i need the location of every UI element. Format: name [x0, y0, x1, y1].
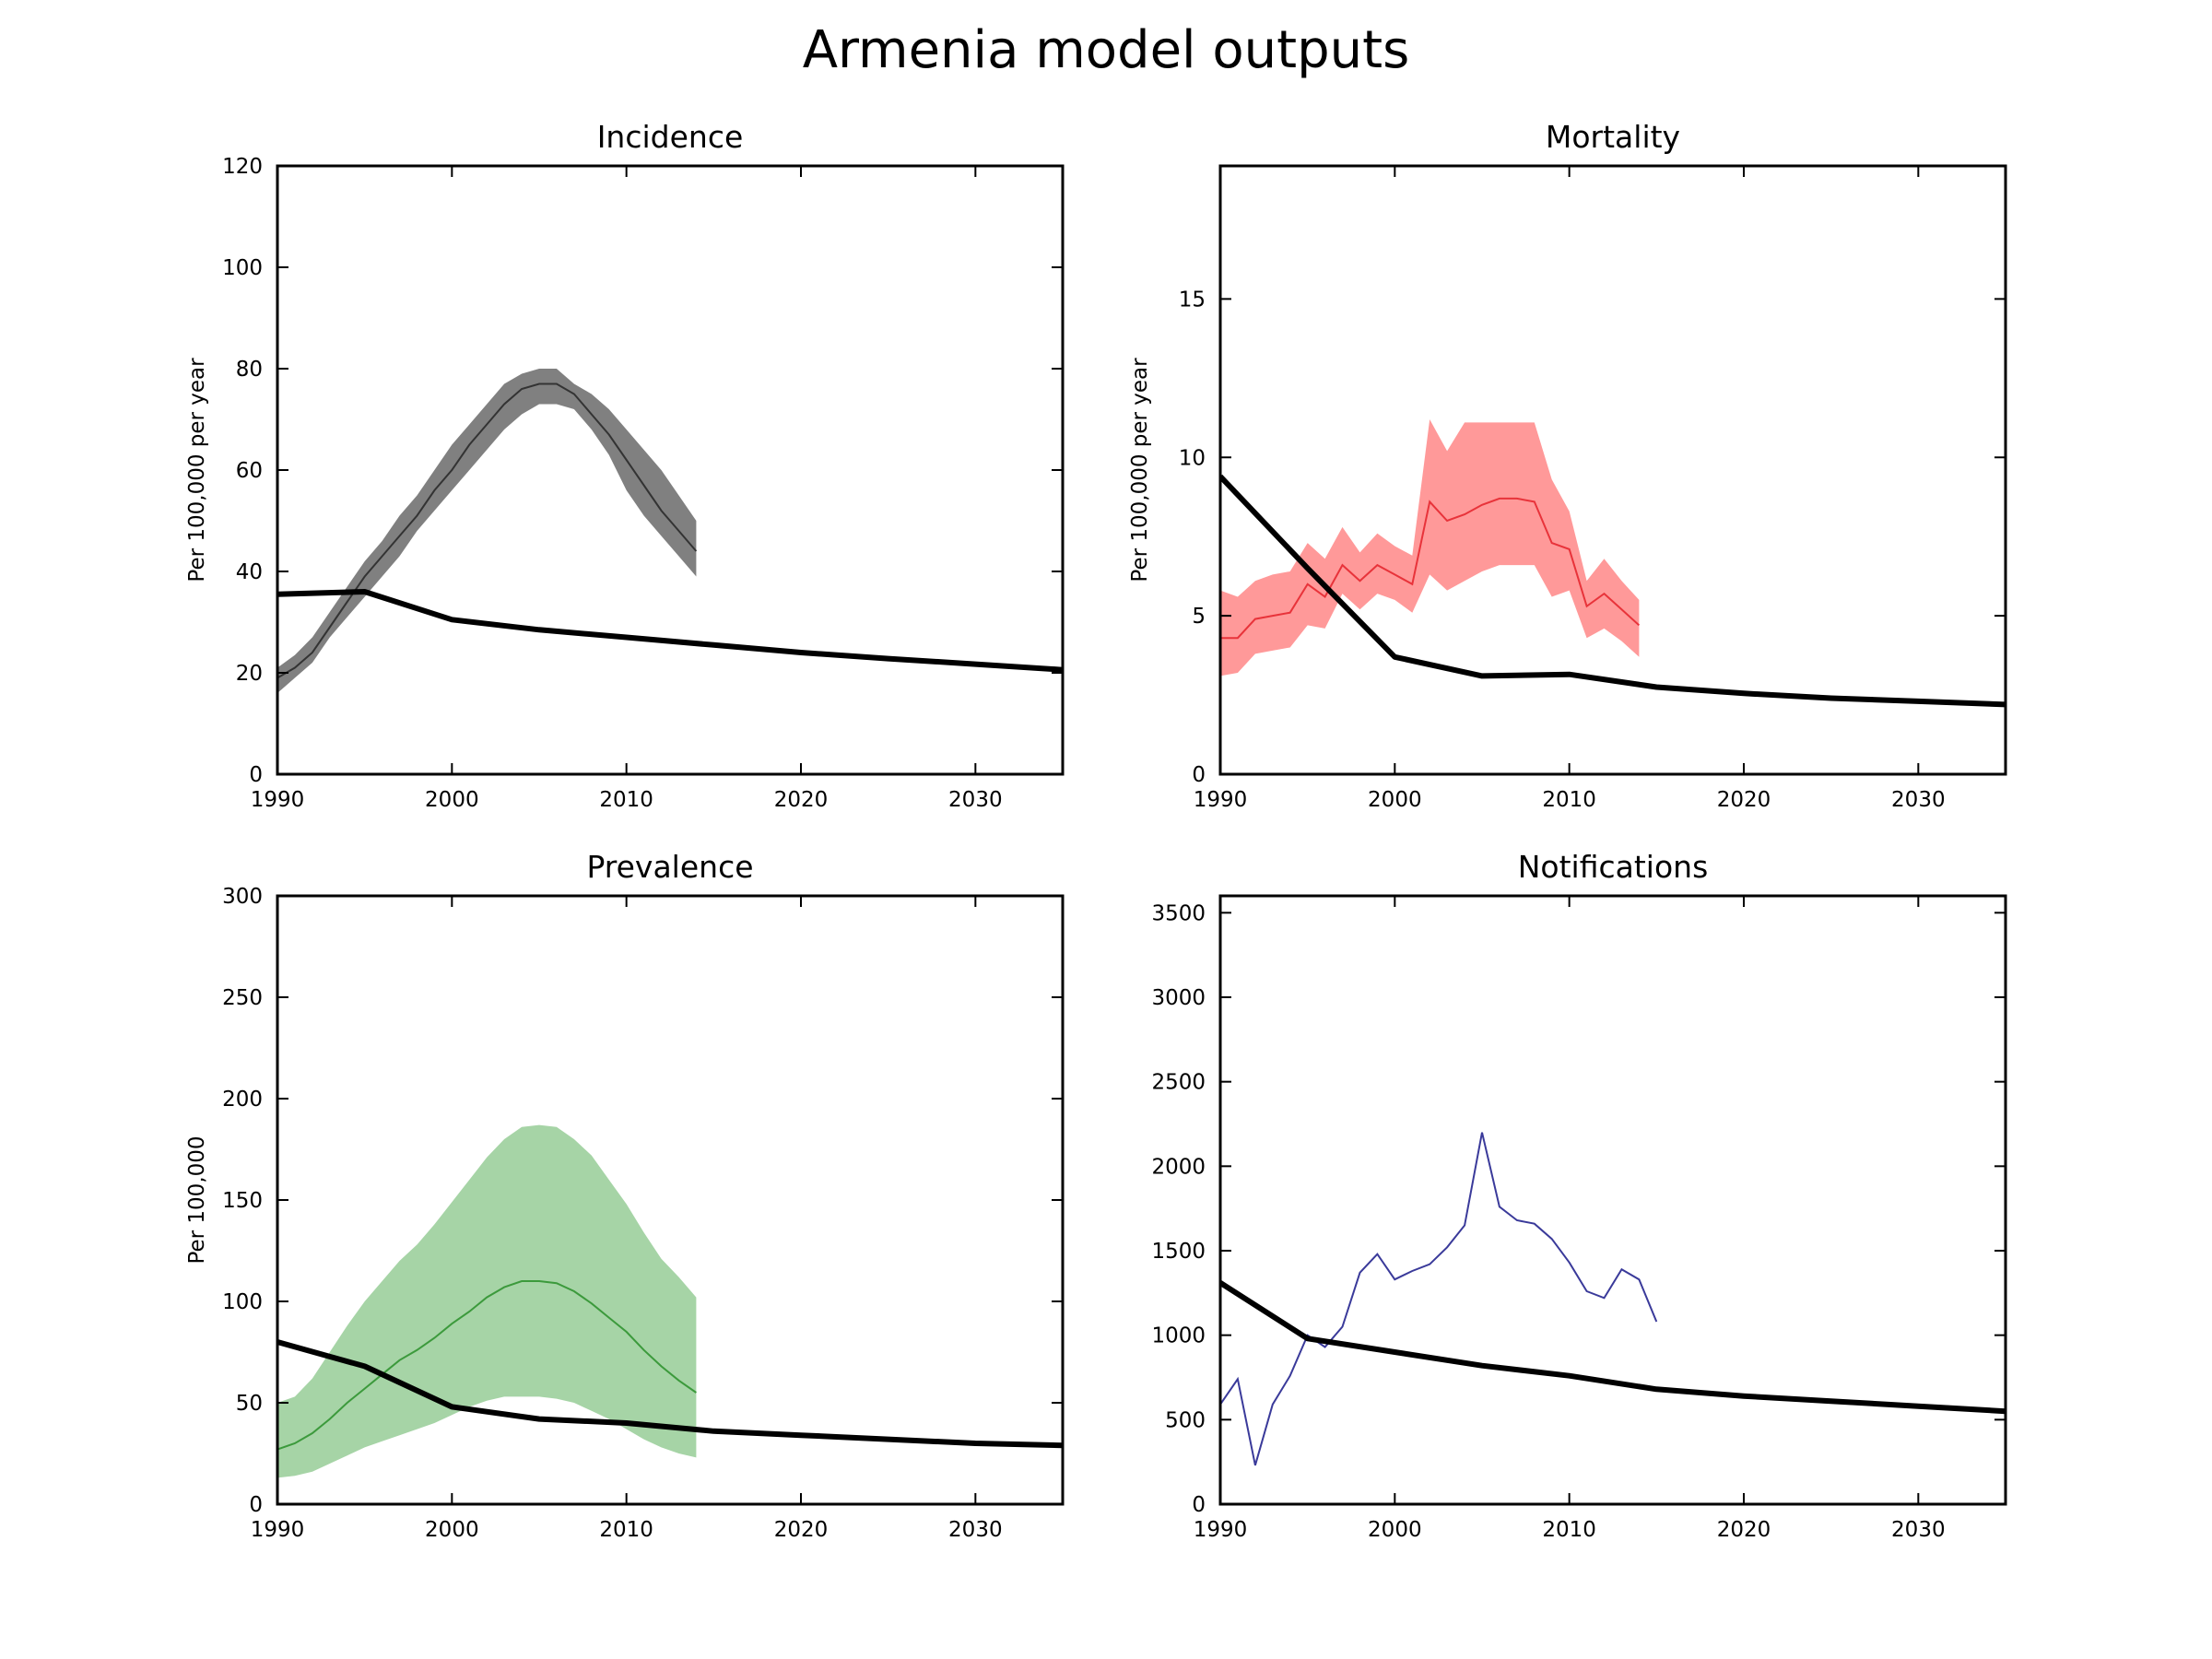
notifications-y-tick-label: 1000	[1151, 1324, 1206, 1348]
incidence-x-tick-label: 2020	[774, 788, 829, 812]
incidence-model-line	[277, 589, 1063, 673]
incidence-panel-title: Incidence	[597, 119, 744, 155]
prevalence-x-tick-label: 2030	[948, 1518, 1003, 1542]
notifications-y-tick-label: 2000	[1151, 1155, 1206, 1179]
prevalence-x-tick-label: 2000	[425, 1518, 479, 1542]
notifications-y-tick-label: 3500	[1151, 901, 1206, 925]
prevalence-y-tick-label: 100	[222, 1290, 263, 1314]
notifications-y-tick-label: 3000	[1151, 986, 1206, 1010]
prevalence-y-tick-label: 250	[222, 986, 263, 1010]
mortality-x-tick-label: 2030	[1891, 788, 1946, 812]
mortality-model-line	[1220, 474, 2006, 708]
prevalence-x-tick-label: 2010	[599, 1518, 653, 1542]
mortality-y-tick-label: 0	[1192, 763, 1206, 787]
incidence-y-tick-label: 20	[236, 662, 263, 686]
prevalence-y-tick-label: 200	[222, 1088, 263, 1112]
incidence-y-tick-label: 0	[249, 763, 263, 787]
notifications-x-tick-label: 1990	[1194, 1518, 1248, 1542]
mortality-x-tick-label: 2010	[1542, 788, 1596, 812]
notifications-y-tick-label: 2500	[1151, 1071, 1206, 1095]
notifications-y-tick-label: 1500	[1151, 1240, 1206, 1264]
notifications-panel-title: Notifications	[1518, 849, 1709, 885]
mortality-axes-frame	[1218, 164, 2007, 776]
notifications-x-tick-label: 2000	[1368, 1518, 1422, 1542]
prevalence-y-tick-label: 0	[249, 1493, 263, 1517]
notifications-notifications-line	[1220, 1132, 1658, 1466]
mortality-y-tick-label: 5	[1192, 605, 1206, 629]
mortality-x-tick-label: 2000	[1368, 788, 1422, 812]
mortality-x-tick-label: 1990	[1194, 788, 1248, 812]
incidence-y-tick-label: 40	[236, 560, 263, 584]
incidence-axes-frame	[276, 164, 1065, 776]
mortality-y-tick-label: 15	[1179, 288, 1206, 312]
prevalence-y-tick-label: 50	[236, 1392, 263, 1416]
notifications-y-tick-label: 0	[1192, 1493, 1206, 1517]
incidence-y-tick-label: 60	[236, 459, 263, 483]
incidence-estimate-line	[277, 382, 698, 679]
prevalence-uncertainty-band	[277, 1124, 697, 1478]
notifications-x-tick-label: 2010	[1542, 1518, 1596, 1542]
prevalence-x-tick-label: 1990	[251, 1518, 305, 1542]
mortality-uncertainty-band	[1220, 419, 1640, 677]
notifications-axes-frame	[1218, 894, 2007, 1506]
incidence-y-axis-label: Per 100,000 per year	[185, 358, 209, 582]
notifications-y-tick-label: 500	[1165, 1408, 1206, 1432]
incidence-uncertainty-band	[277, 369, 697, 693]
notifications-x-tick-label: 2030	[1891, 1518, 1946, 1542]
figure-title: Armenia model outputs	[802, 20, 1410, 80]
prevalence-y-tick-label: 150	[222, 1189, 263, 1213]
incidence-y-tick-label: 120	[222, 155, 263, 179]
incidence-x-tick-label: 1990	[251, 788, 305, 812]
prevalence-x-tick-label: 2020	[774, 1518, 829, 1542]
incidence-x-tick-label: 2030	[948, 788, 1003, 812]
prevalence-estimate-line	[277, 1280, 697, 1451]
incidence-x-tick-label: 2000	[425, 788, 479, 812]
prevalence-panel-title: Prevalence	[586, 849, 753, 885]
prevalence-model-line	[277, 1339, 1063, 1449]
mortality-estimate-line	[1220, 497, 1641, 640]
incidence-y-tick-label: 80	[236, 358, 263, 382]
incidence-y-tick-label: 100	[222, 256, 263, 280]
mortality-y-tick-label: 10	[1179, 446, 1206, 470]
prevalence-y-tick-label: 300	[222, 885, 263, 909]
incidence-x-tick-label: 2010	[599, 788, 653, 812]
mortality-y-axis-label: Per 100,000 per year	[1128, 358, 1152, 582]
mortality-x-tick-label: 2020	[1717, 788, 1771, 812]
prevalence-y-axis-label: Per 100,000	[185, 1135, 209, 1264]
mortality-panel-title: Mortality	[1546, 119, 1680, 155]
notifications-x-tick-label: 2020	[1717, 1518, 1771, 1542]
notifications-model-line	[1220, 1280, 2006, 1415]
